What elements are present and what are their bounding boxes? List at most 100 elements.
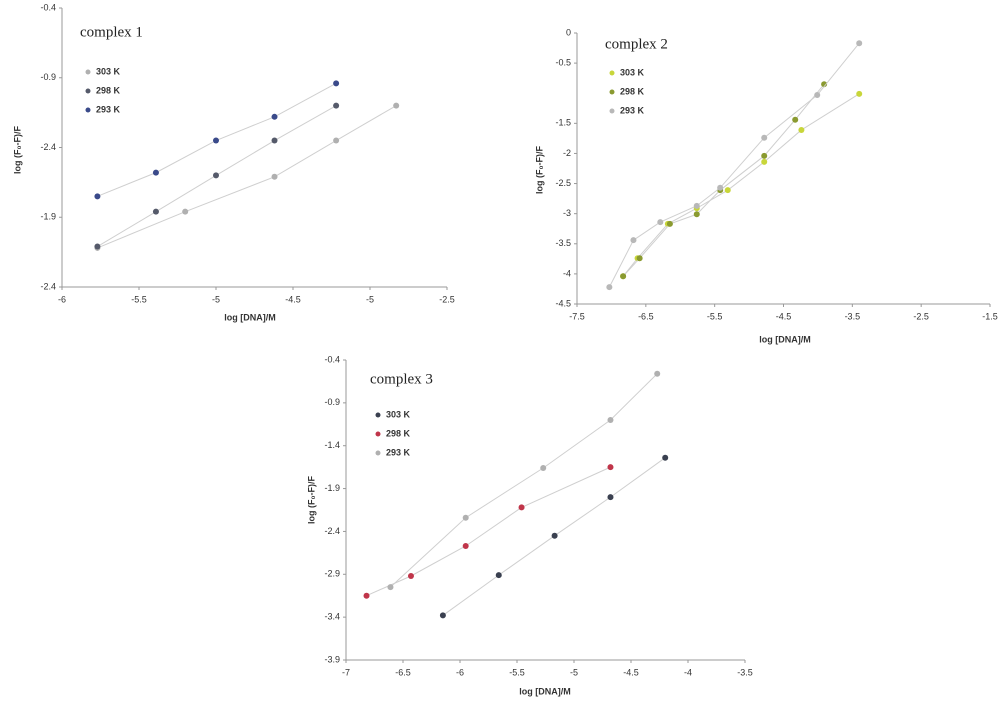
y-tick-label: -0.4	[324, 354, 340, 364]
legend-marker	[85, 88, 91, 94]
data-point	[407, 573, 414, 579]
data-point	[761, 158, 768, 165]
data-point	[814, 92, 821, 99]
legend-marker	[85, 69, 91, 75]
data-point	[636, 255, 643, 262]
legend-label: 293 K	[96, 104, 121, 114]
x-tick-label: -7.5	[569, 311, 585, 321]
legend-marker	[375, 412, 381, 418]
x-tick-label: -1.5	[982, 311, 998, 321]
legend-marker	[375, 450, 381, 456]
data-point	[333, 137, 340, 144]
x-tick-label: -5	[570, 667, 578, 677]
legend-label: 298 K	[620, 86, 645, 96]
y-tick-label: -3	[563, 208, 571, 218]
data-point	[152, 208, 159, 215]
data-point	[94, 243, 101, 250]
data-point	[551, 532, 558, 539]
legend-marker	[375, 431, 381, 437]
data-point	[821, 81, 828, 88]
data-point	[387, 584, 394, 591]
data-point	[724, 187, 731, 194]
x-tick-label: -3.5	[845, 311, 861, 321]
x-tick-label: -5.5	[131, 294, 147, 304]
data-point	[213, 172, 219, 179]
data-point	[693, 202, 700, 209]
legend-label: 303 K	[96, 66, 121, 76]
data-point	[792, 116, 799, 123]
x-tick-label: -5.5	[509, 667, 525, 677]
y-axis-title: log (F₀-F)/F	[534, 145, 544, 194]
y-tick-label: -1.5	[555, 118, 571, 128]
data-point	[271, 137, 278, 144]
y-tick-label: -4	[563, 268, 571, 278]
chart-title: complex 3	[370, 371, 433, 387]
y-axis-title: log (F₀-F)/F	[306, 475, 316, 524]
x-tick-label: -5	[212, 294, 220, 304]
legend-label: 293 K	[386, 447, 411, 457]
data-point	[666, 220, 673, 227]
legend-label: 293 K	[620, 105, 645, 115]
y-tick-label: -3.4	[324, 612, 340, 622]
data-point	[540, 465, 547, 471]
y-tick-label: -2.4	[40, 142, 56, 152]
legend-marker	[609, 89, 615, 95]
y-tick-label: -1.9	[324, 483, 340, 493]
data-point	[761, 134, 768, 141]
data-point	[213, 137, 219, 144]
fit-line	[366, 466, 611, 597]
y-tick-label: -2.9	[324, 569, 340, 579]
x-tick-label: -4.5	[285, 294, 301, 304]
fit-line	[390, 373, 658, 588]
x-tick-label: -5	[366, 294, 374, 304]
y-tick-label: -1.4	[324, 440, 340, 450]
data-point	[607, 464, 614, 471]
y-tick-label: -3.9	[324, 654, 340, 664]
legend-label: 298 K	[386, 428, 411, 438]
chart-title: complex 1	[80, 24, 143, 40]
data-point	[462, 543, 469, 549]
legend-marker	[609, 108, 615, 114]
x-tick-label: -6	[58, 294, 66, 304]
x-tick-label: -5.5	[707, 311, 723, 321]
x-tick-label: -6.5	[638, 311, 654, 321]
chart-title: complex 2	[605, 36, 668, 52]
data-point	[333, 80, 340, 87]
data-point	[152, 169, 159, 176]
y-tick-label: 0	[566, 27, 571, 37]
data-point	[856, 90, 863, 97]
data-point	[607, 417, 614, 423]
data-point	[657, 219, 664, 226]
legend-marker	[609, 70, 615, 76]
legend-label: 303 K	[620, 67, 645, 77]
data-point	[630, 237, 637, 244]
y-tick-label: -4.5	[555, 298, 571, 308]
x-tick-label: -3.5	[737, 667, 753, 677]
legend-label: 303 K	[386, 409, 411, 419]
y-tick-label: -3.5	[555, 238, 571, 248]
data-point	[518, 504, 525, 511]
data-point	[271, 113, 278, 120]
data-point	[654, 370, 661, 377]
y-tick-label: -0.9	[324, 397, 340, 407]
data-point	[439, 612, 446, 619]
fit-line	[608, 42, 860, 288]
x-axis-title: log [DNA]/M	[759, 334, 811, 344]
data-point	[607, 494, 614, 501]
x-axis-title: log [DNA]/M	[224, 312, 276, 322]
legend-marker	[85, 107, 91, 113]
x-tick-label: -7	[342, 667, 350, 677]
x-tick-label: -2.5	[439, 294, 455, 304]
y-tick-label: -2	[563, 148, 571, 158]
fit-line	[97, 105, 397, 249]
data-point	[363, 592, 370, 599]
x-tick-label: -4.5	[623, 667, 639, 677]
data-point	[620, 273, 627, 280]
y-axis-title: log (F₀-F)/F	[12, 125, 22, 174]
y-tick-label: -0.4	[40, 2, 56, 12]
data-point	[462, 514, 469, 521]
data-point	[333, 102, 340, 109]
data-point	[856, 40, 863, 47]
data-point	[798, 126, 805, 133]
